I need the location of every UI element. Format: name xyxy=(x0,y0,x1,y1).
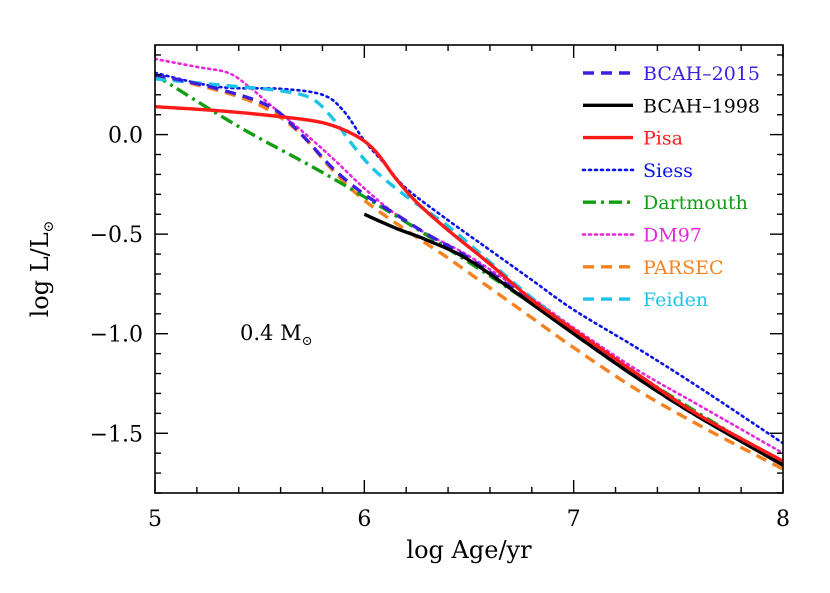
x-tick-label: 7 xyxy=(567,507,581,532)
legend-label-pisa: Pisa xyxy=(643,128,683,150)
y-tick-label: −0.5 xyxy=(90,223,143,248)
legend-label-dm97: DM97 xyxy=(643,225,702,247)
legend-label-parsec: PARSEC xyxy=(643,257,724,279)
x-tick-label: 5 xyxy=(148,507,162,532)
mass-annotation: 0.4 M⊙ xyxy=(240,321,312,349)
series-line-siess xyxy=(155,71,783,445)
y-tick-label: 0.0 xyxy=(108,124,143,149)
y-tick-label: −1.5 xyxy=(90,422,143,447)
legend-label-feiden: Feiden xyxy=(643,289,708,311)
x-axis-label: log Age/yr xyxy=(406,536,532,564)
plot-frame xyxy=(154,44,784,494)
legend-label-bcah-2015: BCAH–2015 xyxy=(643,63,760,85)
series-line-bcah-1998 xyxy=(363,212,783,467)
series-line-pisa xyxy=(155,105,783,463)
legend-label-siess: Siess xyxy=(643,160,693,182)
mass-annotation-main: 0.4 M xyxy=(240,321,302,345)
y-axis-label: log L/L⊙ xyxy=(26,221,57,318)
y-tick-label: −1.0 xyxy=(90,323,143,348)
series-line-dm97 xyxy=(155,57,783,455)
y-axis-label-sun-symbol: ⊙ xyxy=(41,221,57,233)
x-tick-label: 6 xyxy=(357,507,371,532)
legend-label-bcah-1998: BCAH–1998 xyxy=(643,95,760,117)
y-axis-label-main: log L/L xyxy=(26,232,54,317)
legend-label-dartmouth: Dartmouth xyxy=(643,192,748,214)
mass-annotation-sun-symbol: ⊙ xyxy=(302,334,313,349)
x-tick-label: 8 xyxy=(776,507,790,532)
